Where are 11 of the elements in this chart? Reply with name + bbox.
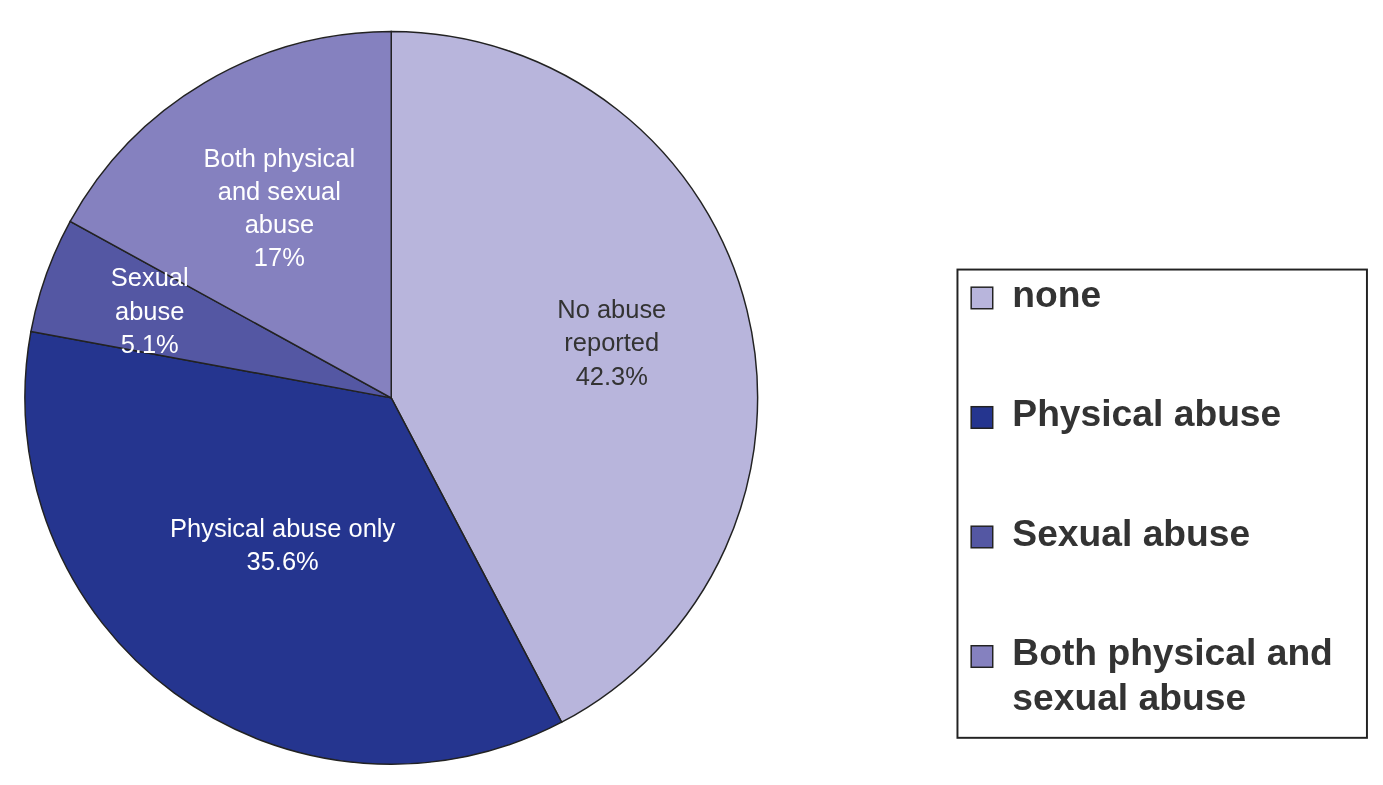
data-label: 5.1%	[120, 329, 179, 358]
legend-label: Both physical and sexual abuse	[1012, 631, 1333, 719]
data-label: 42.3%	[575, 361, 648, 390]
legend-label: Physical abuse	[1012, 392, 1282, 435]
legend-label: none	[1012, 272, 1102, 315]
data-label: 17%	[253, 243, 305, 272]
text: Both physical and sexual abuse	[203, 143, 356, 239]
text: No abuse reported	[557, 295, 667, 357]
text: Physical abuse only	[170, 513, 396, 542]
legend-label: Sexual abuse	[1012, 511, 1251, 554]
data-label: 35.6%	[246, 546, 319, 575]
